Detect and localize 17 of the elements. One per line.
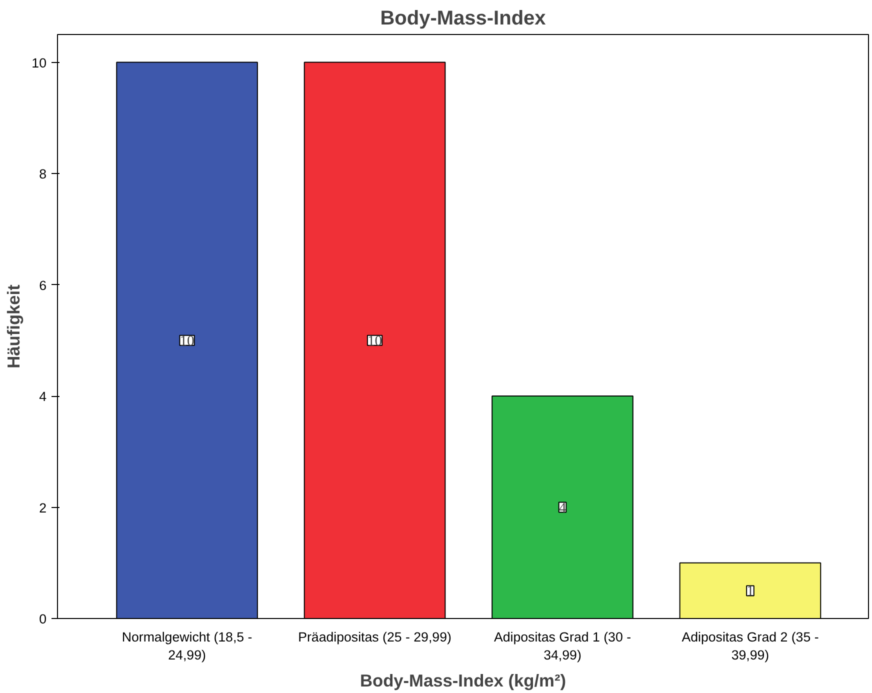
bar bbox=[116, 62, 258, 618]
y-tick-label: 0 bbox=[39, 612, 47, 626]
x-tick-label: Adipositas Grad 1 (30 - 34,99) bbox=[494, 630, 632, 662]
chart-title: Body-Mass-Index bbox=[380, 8, 546, 30]
x-axis-title: Body-Mass-Index (kg/m²) bbox=[360, 670, 566, 690]
x-tick-label: Präadipositas (25 - 29,99) bbox=[298, 630, 452, 644]
bar bbox=[492, 396, 634, 618]
y-tick-label: 4 bbox=[39, 389, 48, 404]
y-tick-label: 2 bbox=[39, 500, 47, 516]
bar bbox=[679, 562, 822, 618]
x-tick-label: Adipositas Grad 2 (35 - 39,99) bbox=[682, 630, 819, 662]
y-tick-label: 10 bbox=[32, 55, 47, 70]
bar bbox=[304, 62, 446, 618]
y-axis-title: Häufigkeit bbox=[4, 284, 24, 368]
y-tick-label: 8 bbox=[39, 166, 47, 182]
y-tick-label: 6 bbox=[39, 278, 47, 293]
x-tick-label: Normalgewicht (18,5 - 24,99) bbox=[122, 630, 252, 662]
